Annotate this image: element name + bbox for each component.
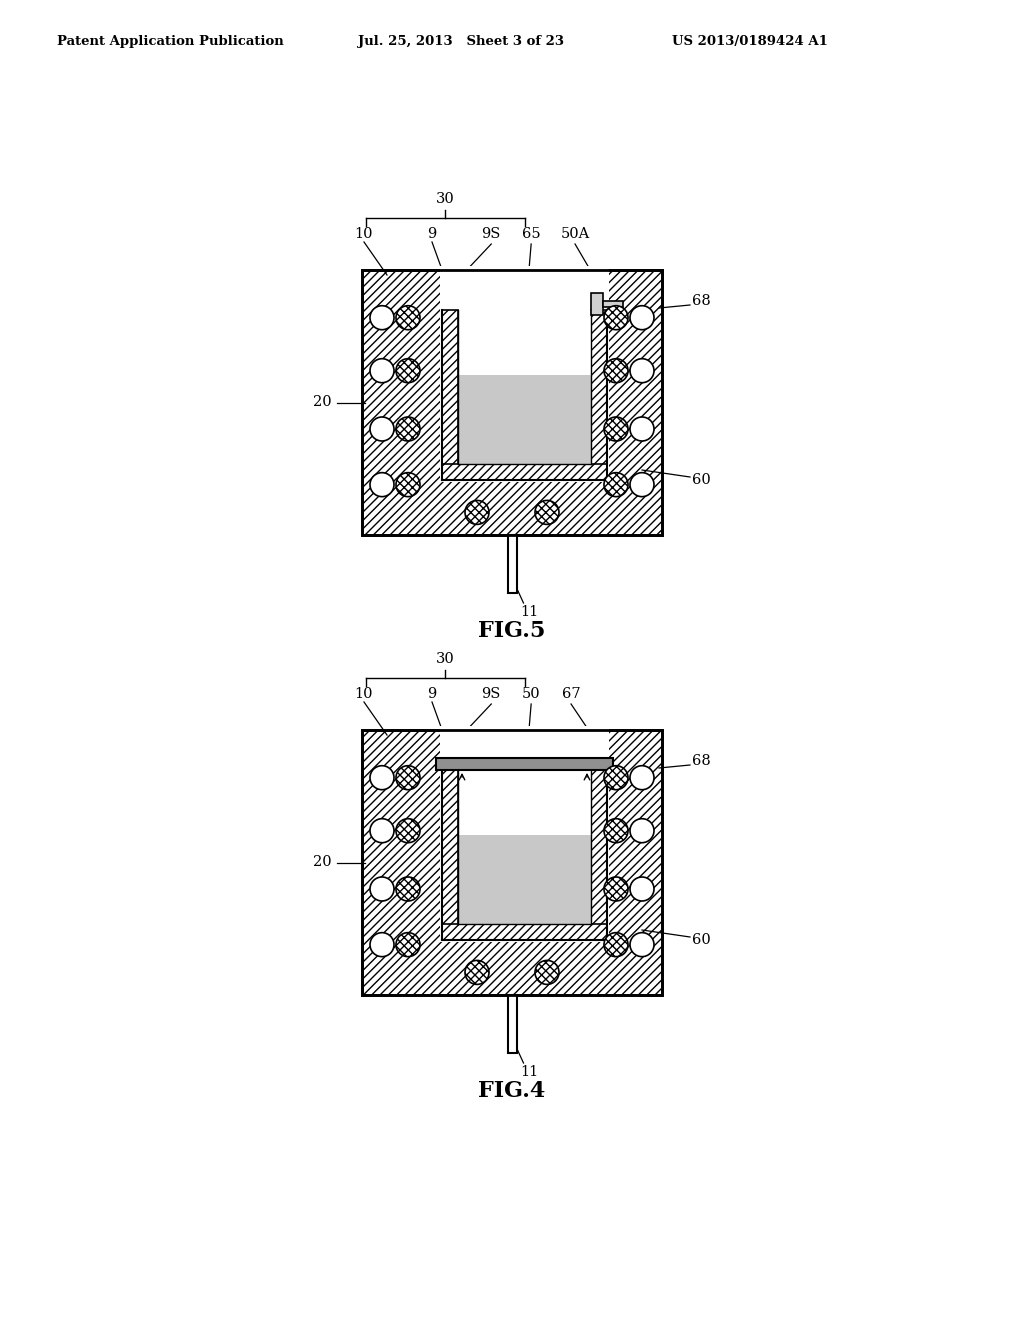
Text: 9: 9 bbox=[427, 227, 436, 242]
Circle shape bbox=[370, 933, 394, 957]
Bar bbox=[458, 834, 591, 924]
Text: 60: 60 bbox=[692, 473, 711, 487]
Bar bbox=[508, 535, 516, 593]
Circle shape bbox=[370, 818, 394, 842]
Text: 50: 50 bbox=[522, 686, 541, 701]
Text: 9S: 9S bbox=[481, 227, 501, 242]
Circle shape bbox=[396, 818, 420, 842]
Bar bbox=[591, 293, 603, 315]
Bar bbox=[603, 301, 623, 308]
Circle shape bbox=[604, 473, 628, 496]
Text: FIG.5: FIG.5 bbox=[478, 620, 546, 642]
Circle shape bbox=[604, 876, 628, 902]
Text: Jul. 25, 2013   Sheet 3 of 23: Jul. 25, 2013 Sheet 3 of 23 bbox=[358, 36, 564, 48]
Bar bbox=[362, 271, 662, 535]
Circle shape bbox=[396, 933, 420, 957]
Bar bbox=[508, 995, 516, 1053]
Bar bbox=[362, 730, 662, 995]
Circle shape bbox=[604, 306, 628, 330]
Bar bbox=[458, 770, 591, 924]
Bar bbox=[436, 758, 613, 770]
Text: FIG.4: FIG.4 bbox=[478, 1080, 546, 1102]
Circle shape bbox=[604, 933, 628, 957]
Text: US 2013/0189424 A1: US 2013/0189424 A1 bbox=[672, 36, 827, 48]
Bar bbox=[362, 730, 662, 995]
Text: 30: 30 bbox=[436, 191, 455, 206]
Bar bbox=[440, 726, 609, 942]
Text: 68: 68 bbox=[692, 294, 711, 308]
Text: 30: 30 bbox=[436, 652, 455, 667]
Circle shape bbox=[465, 961, 489, 985]
Text: 9S: 9S bbox=[481, 686, 501, 701]
Circle shape bbox=[370, 417, 394, 441]
Circle shape bbox=[630, 359, 654, 383]
Text: 20: 20 bbox=[313, 396, 332, 409]
Text: 11: 11 bbox=[520, 1065, 539, 1078]
Text: 60: 60 bbox=[692, 933, 711, 946]
Circle shape bbox=[630, 818, 654, 842]
Bar bbox=[442, 465, 607, 480]
Bar bbox=[362, 271, 662, 535]
Text: 67: 67 bbox=[562, 686, 581, 701]
Text: 11: 11 bbox=[520, 605, 539, 619]
Bar bbox=[442, 310, 458, 480]
Bar bbox=[458, 375, 591, 465]
Circle shape bbox=[630, 876, 654, 902]
Circle shape bbox=[370, 473, 394, 496]
Circle shape bbox=[370, 876, 394, 902]
Bar bbox=[591, 310, 607, 480]
Circle shape bbox=[370, 359, 394, 383]
Text: 68: 68 bbox=[692, 754, 711, 768]
Circle shape bbox=[370, 766, 394, 789]
Circle shape bbox=[370, 306, 394, 330]
Bar bbox=[442, 924, 607, 940]
Circle shape bbox=[604, 766, 628, 789]
Text: 50A: 50A bbox=[560, 227, 590, 242]
Circle shape bbox=[630, 306, 654, 330]
Bar bbox=[591, 770, 607, 940]
Circle shape bbox=[396, 876, 420, 902]
Text: 9: 9 bbox=[427, 686, 436, 701]
Circle shape bbox=[630, 766, 654, 789]
Circle shape bbox=[465, 500, 489, 524]
Bar bbox=[442, 770, 458, 940]
Text: 65: 65 bbox=[522, 227, 541, 242]
Text: 10: 10 bbox=[354, 686, 374, 701]
Circle shape bbox=[396, 766, 420, 789]
Circle shape bbox=[535, 961, 559, 985]
Circle shape bbox=[604, 818, 628, 842]
Circle shape bbox=[604, 417, 628, 441]
Circle shape bbox=[396, 417, 420, 441]
Bar bbox=[440, 267, 609, 482]
Bar bbox=[458, 310, 591, 465]
Text: 20: 20 bbox=[313, 855, 332, 870]
Circle shape bbox=[535, 500, 559, 524]
Text: Patent Application Publication: Patent Application Publication bbox=[57, 36, 284, 48]
Circle shape bbox=[396, 359, 420, 383]
Circle shape bbox=[630, 933, 654, 957]
Text: 10: 10 bbox=[354, 227, 374, 242]
Circle shape bbox=[630, 417, 654, 441]
Circle shape bbox=[630, 473, 654, 496]
Circle shape bbox=[396, 306, 420, 330]
Circle shape bbox=[604, 359, 628, 383]
Circle shape bbox=[396, 473, 420, 496]
